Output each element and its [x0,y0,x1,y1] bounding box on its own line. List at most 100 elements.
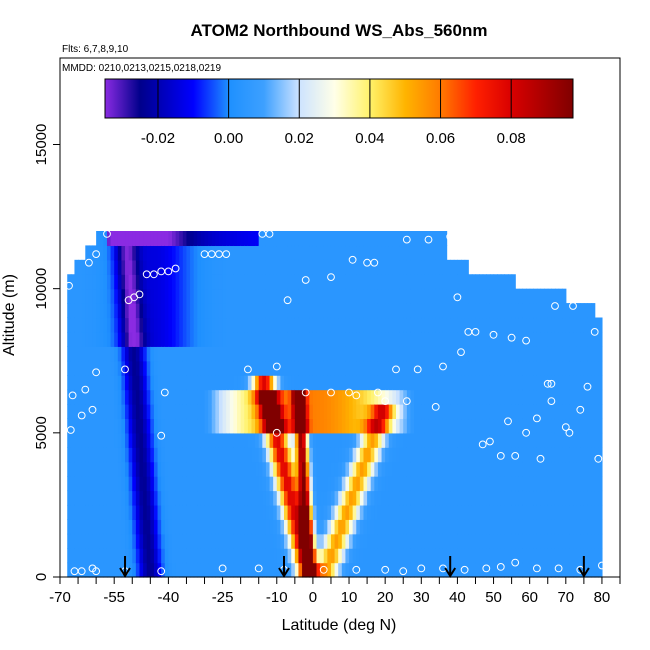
heatmap-cell [526,432,531,448]
heatmap-cell [70,274,76,290]
heatmap-cell [172,432,177,448]
heatmap-cell [240,259,245,275]
heatmap-cell [421,303,426,319]
heatmap-cell [96,562,101,578]
heatmap-cell [573,317,578,333]
heatmap-cell [146,231,151,247]
heatmap-cell [251,303,256,319]
heatmap-cell [218,360,224,376]
heatmap-cell [276,231,281,247]
heatmap-cell [132,562,137,578]
heatmap-cell [359,317,365,333]
heatmap-cell [200,404,206,420]
heatmap-cell [414,259,419,275]
heatmap-cell [190,389,195,405]
heatmap-cell [168,331,173,347]
heatmap-cell [255,317,260,333]
heatmap-cell [562,533,567,549]
heatmap-cell [222,259,227,275]
heatmap-cell [558,461,563,477]
heatmap-cell [345,231,350,247]
heatmap-cell [99,360,104,376]
heatmap-cell [204,375,209,391]
heatmap-cell [479,375,484,391]
heatmap-cell [273,490,278,506]
heatmap-cell [497,274,502,290]
heatmap-cell [294,360,300,376]
heatmap-cell [276,389,281,405]
heatmap-cell [291,303,296,319]
heatmap-cell [96,303,101,319]
heatmap-cell [439,447,444,463]
heatmap-cell [385,389,390,405]
heatmap-cell [233,375,238,391]
heatmap-cell [244,519,249,535]
heatmap-cell [135,288,141,304]
heatmap-cell [403,432,408,448]
heatmap-cell [117,346,123,362]
heatmap-cell [128,346,133,362]
heatmap-cell [450,476,455,492]
heatmap-cell [255,231,260,247]
heatmap-cell [233,317,238,333]
heatmap-cell [200,317,206,333]
heatmap-cell [576,375,581,391]
heatmap-cell [497,519,502,535]
heatmap-cell [262,461,267,477]
heatmap-cell [486,490,491,506]
heatmap-cell [442,548,448,564]
heatmap-cell [406,259,412,275]
heatmap-cell [96,504,101,520]
heatmap-cell [341,375,347,391]
heatmap-cell [461,389,466,405]
heatmap-cell [417,303,422,319]
heatmap-cell [273,288,278,304]
heatmap-cell [493,404,498,420]
heatmap-cell [562,418,567,434]
heatmap-cell [164,490,169,506]
heatmap-cell [99,562,104,578]
heatmap-cell [276,447,281,463]
heatmap-cell [255,476,260,492]
heatmap-cell [265,288,271,304]
heatmap-cell [565,476,571,492]
heatmap-cell [385,562,390,578]
heatmap-cell [78,533,83,549]
heatmap-cell [320,245,325,261]
heatmap-cell [417,461,422,477]
heatmap-cell [312,418,318,434]
heatmap-cell [157,519,162,535]
heatmap-cell [435,504,440,520]
heatmap-cell [78,288,83,304]
heatmap-cell [526,346,531,362]
heatmap-cell [558,360,563,376]
heatmap-cell [442,447,448,463]
heatmap-cell [193,259,198,275]
heatmap-cell [363,519,368,535]
heatmap-cell [78,389,83,405]
heatmap-cell [139,360,144,376]
heatmap-cell [125,259,130,275]
heatmap-cell [244,288,249,304]
heatmap-cell [558,562,563,578]
heatmap-cell [587,389,592,405]
heatmap-cell [276,274,281,290]
heatmap-cell [399,303,404,319]
heatmap-cell [237,548,242,564]
heatmap-cell [182,375,188,391]
heatmap-cell [132,432,137,448]
heatmap-cell [153,346,159,362]
heatmap-cell [414,404,419,420]
heatmap-cell [153,432,159,448]
heatmap-cell [121,303,126,319]
heatmap-cell [128,461,133,477]
heatmap-cell [190,274,195,290]
heatmap-cell [403,418,408,434]
heatmap-cell [291,360,296,376]
heatmap-cell [554,490,560,506]
heatmap-cell [583,346,589,362]
heatmap-cell [594,447,599,463]
heatmap-cell [164,418,169,434]
heatmap-cell [251,404,256,420]
heatmap-cell [558,389,563,405]
